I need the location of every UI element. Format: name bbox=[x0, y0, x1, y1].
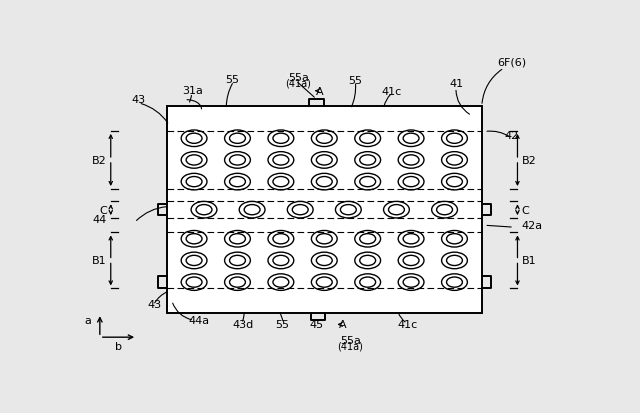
Text: 31a: 31a bbox=[182, 86, 204, 96]
Text: 6F(6): 6F(6) bbox=[497, 57, 526, 67]
Text: 55: 55 bbox=[348, 76, 362, 85]
Text: A: A bbox=[339, 320, 347, 330]
Text: 44a: 44a bbox=[188, 315, 210, 325]
Text: 55a: 55a bbox=[288, 73, 308, 83]
Text: (41a): (41a) bbox=[285, 78, 311, 88]
Text: 55a: 55a bbox=[340, 335, 361, 346]
Text: a: a bbox=[84, 315, 91, 325]
Text: 42a: 42a bbox=[522, 221, 543, 230]
Text: 45: 45 bbox=[309, 320, 323, 330]
Text: 42: 42 bbox=[504, 131, 518, 141]
Text: (41a): (41a) bbox=[337, 341, 364, 351]
Text: 41c: 41c bbox=[397, 320, 417, 330]
Text: 41c: 41c bbox=[381, 87, 402, 97]
Text: B2: B2 bbox=[92, 156, 107, 166]
Text: C: C bbox=[99, 205, 107, 215]
Text: C: C bbox=[522, 205, 529, 215]
Text: 41: 41 bbox=[450, 78, 464, 88]
Text: 55: 55 bbox=[275, 320, 289, 330]
Text: A: A bbox=[316, 87, 323, 97]
Text: 43d: 43d bbox=[232, 320, 253, 330]
Text: 43: 43 bbox=[147, 299, 161, 309]
Bar bbox=[167, 107, 482, 313]
Text: B1: B1 bbox=[92, 256, 107, 266]
Text: B1: B1 bbox=[522, 256, 536, 266]
Text: 43: 43 bbox=[131, 95, 145, 104]
Text: b: b bbox=[115, 341, 122, 351]
Text: 44: 44 bbox=[93, 214, 107, 224]
Text: 55: 55 bbox=[225, 75, 239, 85]
Text: B2: B2 bbox=[522, 156, 536, 166]
